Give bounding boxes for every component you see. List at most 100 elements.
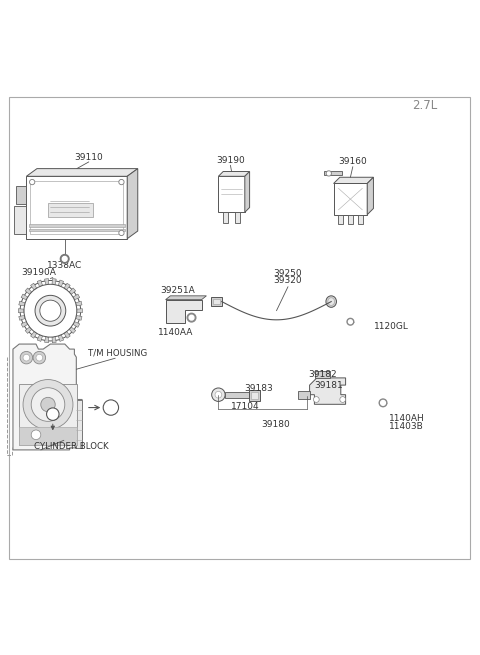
Circle shape [326, 171, 331, 176]
Polygon shape [52, 278, 56, 285]
Bar [223, 212, 228, 223]
Text: 11403B: 11403B [389, 422, 424, 431]
Circle shape [119, 231, 124, 235]
Ellipse shape [328, 298, 335, 305]
Circle shape [381, 400, 385, 405]
Polygon shape [19, 301, 25, 306]
Text: 39110: 39110 [74, 153, 103, 162]
Polygon shape [367, 178, 373, 215]
Circle shape [31, 430, 41, 440]
Polygon shape [334, 178, 373, 183]
Polygon shape [73, 322, 80, 328]
Polygon shape [31, 331, 37, 338]
Circle shape [23, 354, 30, 361]
Polygon shape [76, 316, 82, 320]
Bar [249, 390, 260, 401]
Polygon shape [69, 288, 76, 294]
Text: 39183: 39183 [244, 384, 273, 394]
Text: 1338AC: 1338AC [47, 261, 83, 270]
Circle shape [62, 257, 67, 261]
Text: 39182: 39182 [308, 369, 337, 379]
Circle shape [189, 315, 194, 320]
Circle shape [33, 351, 46, 364]
Bar [334, 183, 367, 215]
Polygon shape [25, 327, 32, 333]
Bar [29, 229, 125, 231]
Circle shape [47, 408, 59, 421]
Circle shape [31, 388, 65, 421]
Circle shape [347, 318, 354, 325]
Polygon shape [19, 316, 25, 320]
Polygon shape [324, 172, 342, 175]
Circle shape [187, 313, 196, 322]
Text: 1140AH: 1140AH [389, 414, 424, 423]
Text: T/M HOUSING: T/M HOUSING [88, 349, 147, 358]
Circle shape [30, 179, 35, 185]
Bar [338, 215, 343, 224]
Polygon shape [64, 331, 70, 338]
Polygon shape [127, 168, 138, 238]
Polygon shape [26, 168, 138, 176]
Circle shape [215, 391, 222, 398]
Bar [16, 185, 26, 204]
Bar [14, 206, 26, 234]
Circle shape [20, 280, 81, 341]
Polygon shape [310, 378, 346, 404]
Polygon shape [21, 322, 28, 328]
Polygon shape [64, 283, 70, 290]
Text: 2.7L: 2.7L [412, 100, 437, 112]
Polygon shape [25, 288, 32, 294]
Text: 39320: 39320 [274, 276, 302, 286]
Circle shape [41, 398, 55, 412]
Polygon shape [76, 400, 82, 448]
Circle shape [212, 388, 225, 402]
Polygon shape [58, 280, 63, 287]
Text: 39251A: 39251A [160, 286, 195, 295]
Circle shape [31, 181, 34, 183]
Polygon shape [73, 294, 80, 300]
Polygon shape [77, 309, 83, 312]
Polygon shape [37, 280, 43, 287]
Text: 39180: 39180 [262, 420, 290, 429]
Text: A: A [108, 403, 114, 412]
Text: 39190: 39190 [216, 156, 245, 165]
Text: 39190A: 39190A [21, 269, 56, 277]
Circle shape [36, 354, 43, 361]
Text: 39250: 39250 [274, 269, 302, 278]
Polygon shape [45, 278, 49, 285]
Text: 1140AA: 1140AA [157, 328, 193, 337]
Bar [225, 392, 249, 398]
Bar [348, 215, 353, 224]
Text: 17104: 17104 [231, 402, 260, 411]
Polygon shape [218, 172, 250, 176]
Bar [19, 426, 77, 445]
Bar [213, 299, 220, 305]
Circle shape [40, 300, 61, 321]
Polygon shape [166, 299, 202, 323]
Circle shape [327, 172, 330, 175]
Text: 1120GL: 1120GL [374, 322, 408, 331]
Bar [211, 297, 222, 306]
Polygon shape [13, 344, 82, 450]
Circle shape [23, 380, 73, 430]
Text: A: A [50, 409, 56, 419]
Circle shape [120, 231, 123, 234]
Polygon shape [245, 172, 250, 212]
Circle shape [120, 181, 123, 183]
Bar [358, 215, 363, 224]
Polygon shape [37, 335, 43, 341]
Circle shape [313, 397, 319, 402]
Polygon shape [45, 337, 49, 343]
Circle shape [35, 295, 66, 326]
Polygon shape [76, 301, 82, 306]
Bar [48, 203, 93, 217]
Polygon shape [58, 335, 63, 341]
Circle shape [60, 255, 69, 263]
Bar [235, 212, 240, 223]
Polygon shape [18, 309, 24, 312]
Bar [298, 391, 310, 398]
Bar [26, 176, 127, 238]
Bar [30, 181, 123, 234]
Circle shape [24, 284, 77, 337]
Text: 39160: 39160 [338, 157, 367, 166]
